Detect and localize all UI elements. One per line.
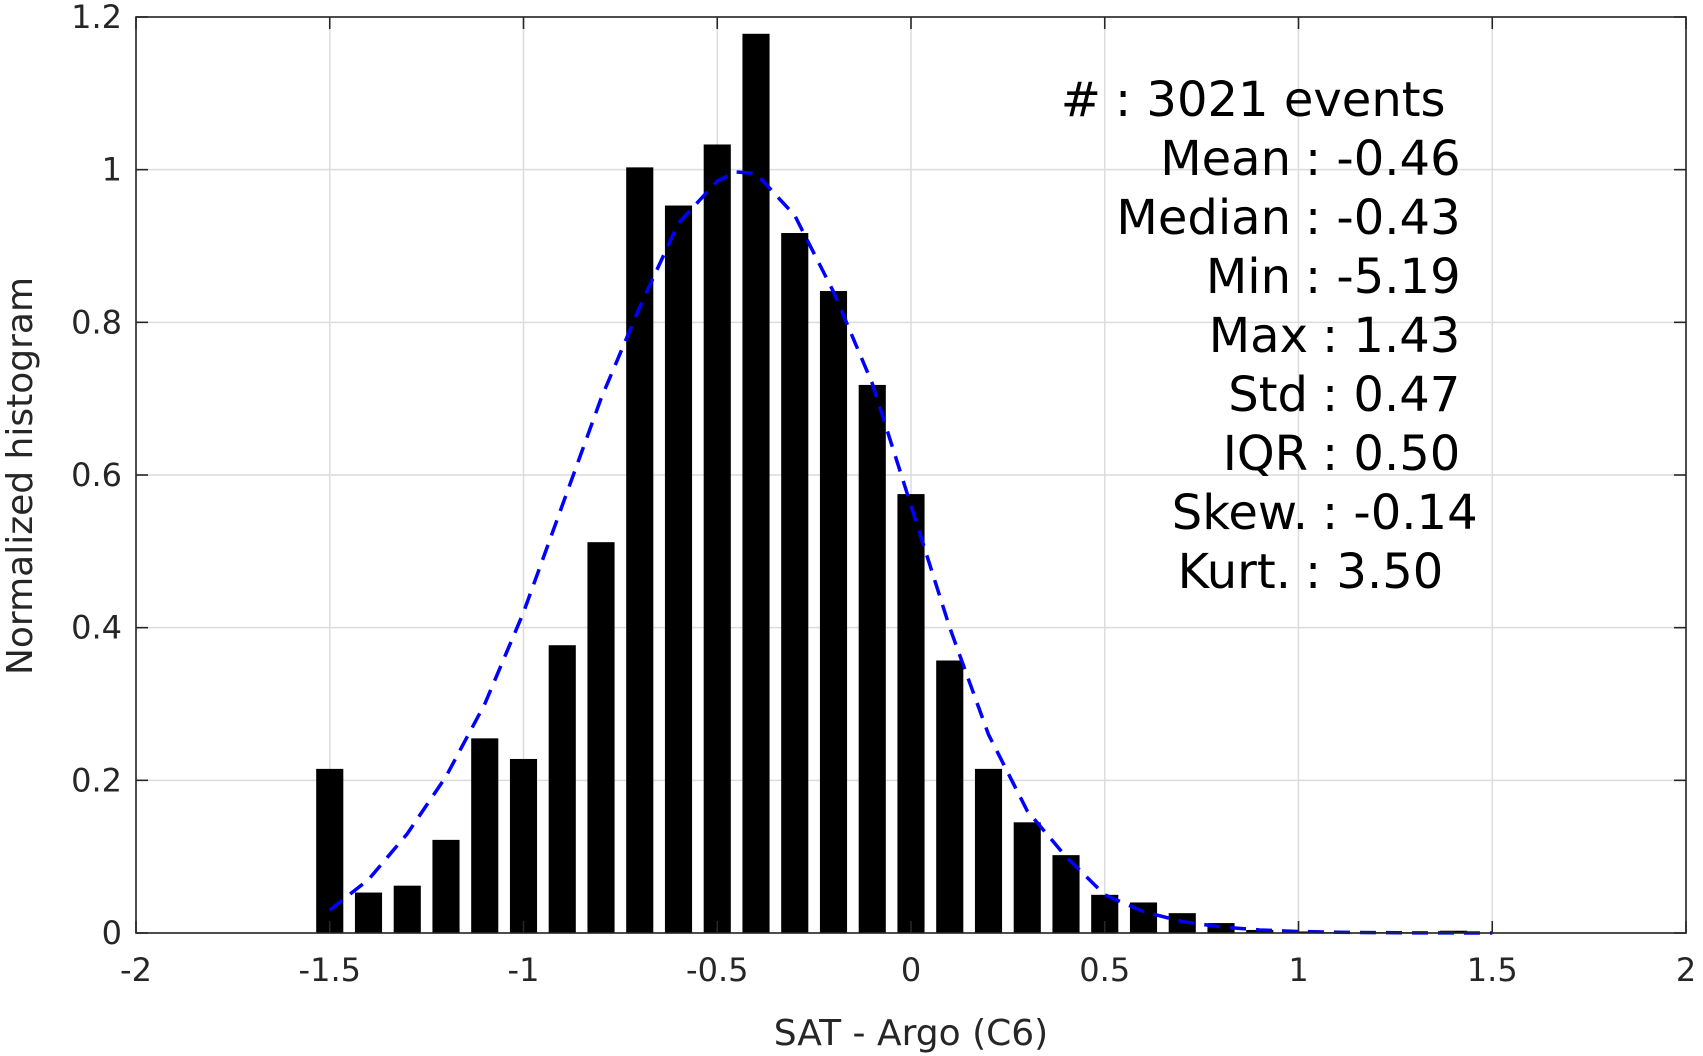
x-tick-label: -2: [120, 951, 152, 989]
histogram-bar: [432, 839, 460, 933]
histogram-bar: [509, 758, 538, 933]
histogram-bar: [471, 738, 499, 933]
stats-value: : -0.43: [1305, 190, 1461, 246]
y-tick-label: 1: [102, 151, 122, 189]
histogram-bar: [626, 167, 654, 934]
x-tick-label: 0.5: [1079, 951, 1130, 989]
histogram-bar: [1013, 822, 1041, 933]
histogram-bar: [819, 291, 848, 934]
histogram-bar: [316, 768, 344, 933]
histogram-bars: [316, 33, 1468, 934]
histogram-bar: [781, 233, 809, 934]
y-tick-label: 0.8: [71, 303, 122, 341]
stats-value: : -0.46: [1305, 131, 1461, 187]
stats-value: : 0.47: [1322, 367, 1460, 423]
histogram-bar: [858, 384, 886, 934]
x-tick-label: -0.5: [686, 951, 748, 989]
histogram-bar: [1052, 855, 1080, 933]
stats-label: Skew.: [1172, 485, 1308, 541]
histogram-bar: [1207, 923, 1235, 933]
histogram-bar: [974, 768, 1003, 933]
stats-label: #: [1061, 72, 1101, 128]
stats-value: : -0.14: [1322, 485, 1478, 541]
x-tick-label: 0: [901, 951, 921, 989]
y-tick-label: 0.4: [71, 609, 122, 647]
y-tick-label: 1.2: [71, 0, 122, 36]
y-tick-label: 0.2: [71, 761, 122, 799]
fit-curve-line: [328, 170, 1493, 935]
histogram-bar: [664, 205, 693, 933]
histogram-bar: [742, 33, 770, 933]
stats-value: : -5.19: [1305, 249, 1461, 305]
x-tick-label: -1.5: [299, 951, 361, 989]
stats-label: IQR: [1223, 426, 1308, 482]
stats-label: Max: [1209, 308, 1308, 364]
stats-label: Kurt.: [1178, 544, 1291, 600]
x-tick-label: 2: [1676, 951, 1696, 989]
histogram-bar: [703, 144, 731, 933]
stats-label: Std: [1228, 367, 1308, 423]
stats-value: : 1.43: [1322, 308, 1460, 364]
x-tick-label: 1.5: [1467, 951, 1518, 989]
stats-value: : 3.50: [1305, 544, 1443, 600]
x-tick-labels: -2 -1.5 -1 -0.5 0 0.5 1 1.5 2: [120, 951, 1696, 989]
y-tick-labels: 0 0.2 0.4 0.6 0.8 1 1.2: [71, 0, 122, 952]
y-tick-label: 0.6: [71, 456, 122, 494]
y-tick-label: 0: [102, 914, 122, 952]
histogram-bar: [936, 660, 964, 933]
histogram-bar: [548, 645, 576, 933]
y-axis-title: Normalized histogram: [0, 277, 41, 675]
stats-label: Mean: [1160, 131, 1291, 187]
stats-label: Min: [1206, 249, 1291, 305]
axes-frame: [135, 16, 1687, 934]
stats-value: : 3021 events: [1115, 72, 1446, 128]
x-tick-label: 1: [1288, 951, 1308, 989]
histogram-bar: [587, 542, 615, 933]
stats-label: Median: [1116, 190, 1291, 246]
x-tick-label: -1: [508, 951, 540, 989]
stats-value: : 0.50: [1322, 426, 1460, 482]
histogram-bar: [393, 885, 421, 933]
x-axis-title: SAT - Argo (C6): [774, 1013, 1048, 1054]
histogram-bar: [897, 494, 925, 933]
histogram-bar: [354, 892, 383, 933]
